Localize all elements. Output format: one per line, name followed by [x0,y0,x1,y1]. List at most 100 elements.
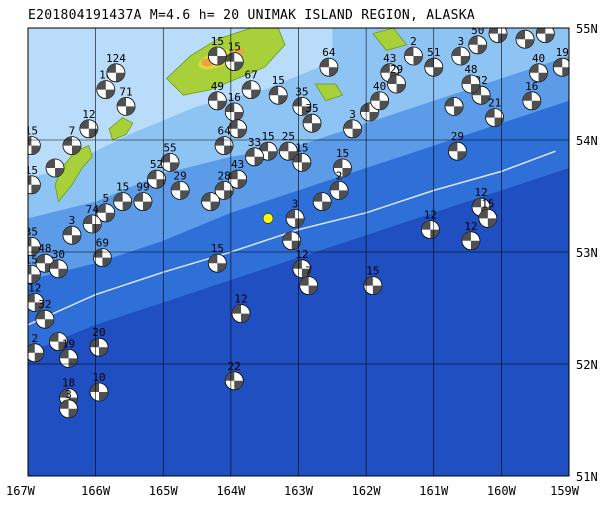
depth-label: 2 [336,169,343,182]
depth-label: 12 [295,248,308,261]
focal-mechanism: 35 [25,225,41,256]
focal-mechanism: 2 [404,35,423,66]
depth-label: 15 [366,265,379,278]
focal-mechanism: 67 [241,69,261,99]
longitude-label: 161W [419,484,449,498]
compressional-quadrant [516,30,535,49]
compressional-quadrant [319,58,338,77]
compressional-quadrant [93,248,112,267]
compressional-quadrant [46,159,65,177]
longitude-label: 164W [216,484,246,498]
compressional-quadrant [232,304,251,323]
compressional-quadrant [90,383,109,401]
compressional-quadrant [79,119,98,138]
focal-mechanism: 3 [62,214,82,245]
focal-mechanism: 64 [319,46,339,77]
compressional-quadrant [208,91,227,110]
focal-mechanism: 52 [147,158,166,189]
longitude-label: 166W [81,484,111,498]
focal-mechanism: 74 [82,203,102,234]
focal-mechanism: 64 [214,125,234,156]
compressional-quadrant [461,231,480,250]
focal-mechanism: 15 [207,242,227,273]
depth-label: 21 [488,97,501,110]
depth-label: 29 [174,169,187,182]
depth-label: 30 [52,248,65,261]
land-mass [372,28,408,51]
latitude-label: 55N [576,22,598,36]
compressional-quadrant [113,192,132,211]
depth-label: 52 [150,158,163,171]
depth-label: 10 [92,371,105,384]
compressional-quadrant [133,192,152,211]
compressional-quadrant [529,63,548,82]
depth-label: 7 [305,265,312,278]
focal-mechanism: 2 [28,332,45,363]
compressional-quadrant [35,310,54,329]
focal-mechanism [282,231,302,251]
depth-label: 25 [282,130,295,143]
depth-label: 15 [25,125,38,138]
compressional-quadrant [259,142,278,161]
depth-label: 48 [464,63,477,76]
depth-label: 15 [211,35,224,48]
compressional-quadrant [303,114,322,133]
focal-mechanism: 50 [488,13,508,43]
focal-mechanism: 15 [268,74,288,105]
latitude-label: 52N [576,358,598,372]
compressional-quadrant [225,52,244,71]
compressional-quadrant [282,231,301,250]
focal-mechanism: 3 [59,388,78,419]
compressional-quadrant [387,75,406,93]
depth-label: 19 [556,46,569,59]
map-title: E201804191437A M=4.6 h= 20 UNIMAK ISLAND… [28,8,475,23]
longitude-label: 162W [352,484,382,498]
focal-mechanism: 43 [228,158,248,189]
focal-mechanism: 35 [302,102,322,133]
depth-label: 22 [228,360,241,373]
depth-label: 124 [106,52,126,65]
depth-label: 3 [292,197,299,210]
focal-mechanism [312,192,332,212]
compressional-quadrant [59,399,78,418]
compressional-quadrant [485,108,504,127]
compressional-quadrant [522,91,541,110]
compressional-quadrant [83,215,102,233]
compressional-quadrant [161,153,180,172]
depth-label: 50 [491,13,504,26]
focal-mechanism: 7 [299,265,319,296]
depth-label: 29 [390,63,403,76]
depth-label: 40 [532,52,545,65]
compressional-quadrant [461,75,480,93]
compressional-quadrant [279,142,298,161]
depth-label: 15 [295,141,308,154]
compressional-quadrant [28,237,41,256]
focal-mechanism: 7 [62,125,82,156]
latitude-label: 53N [576,246,598,260]
map-frame [27,27,570,477]
land-mass [314,83,344,102]
depth-label: 35 [25,225,38,238]
compressional-quadrant [370,91,389,110]
focal-mechanism: 12 [28,281,45,312]
compressional-quadrant [488,28,507,43]
focal-mechanism: 15 [478,197,498,228]
depth-label: 43 [383,52,396,65]
depth-label: 12 [474,186,487,199]
compressional-quadrant [292,97,311,116]
focal-mechanism: 55 [160,141,180,172]
focal-mechanism: 19 [552,46,569,77]
depth-label: 15 [211,242,224,255]
focal-mechanism: 49 [207,80,227,111]
longitude-label: 167W [6,484,36,498]
focal-mechanism: 3 [285,197,305,228]
depth-label: 22 [539,13,552,26]
compressional-quadrant [62,136,81,155]
compressional-quadrant [90,338,109,357]
focal-mechanism: 19 [59,337,78,368]
event-id: E201804191437A [28,8,142,23]
compressional-quadrant [343,119,362,138]
region-name: UNIMAK ISLAND REGION, ALASKA [247,8,476,23]
focal-mechanism: 15 [333,147,352,178]
latitude-label: 51N [576,470,598,484]
